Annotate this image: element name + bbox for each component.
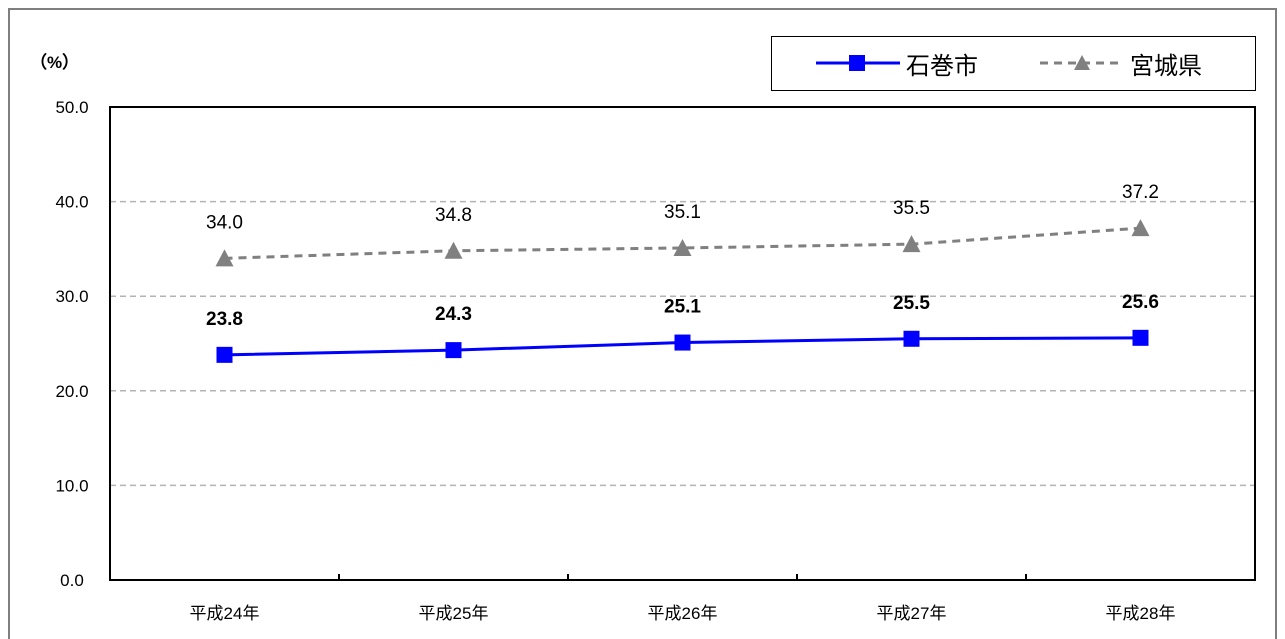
legend-marker-triangle-icon — [1040, 55, 1124, 70]
y-tick-label: 30.0 — [55, 287, 88, 306]
legend-label-series-2: 宮城県 — [1130, 51, 1202, 80]
x-tick-label: 平成25年 — [419, 604, 489, 623]
x-tick-label: 平成24年 — [190, 604, 260, 623]
y-axis-unit: （%） — [30, 53, 80, 72]
data-label: 24.3 — [435, 304, 472, 325]
data-point-square — [216, 346, 233, 363]
series-lines — [215, 219, 1150, 363]
legend-label-series-1: 石巻市 — [906, 51, 978, 80]
x-tick-label: 平成28年 — [1106, 604, 1176, 623]
data-point-square — [903, 330, 920, 347]
data-label: 34.0 — [206, 212, 243, 233]
data-labels: 23.8 24.3 25.1 25.5 25.6 34.0 34.8 35.1 35.5 37.2 — [206, 182, 1159, 330]
legend-marker-square-icon — [816, 55, 900, 71]
plot-area-border — [109, 106, 1256, 581]
y-tick-label: 20.0 — [55, 382, 88, 401]
y-tick-label: 40.0 — [55, 193, 88, 212]
data-point-triangle — [215, 249, 234, 267]
data-label: 35.1 — [664, 202, 701, 223]
data-label: 37.2 — [1122, 182, 1159, 203]
y-tick-label: 0.0 — [60, 571, 84, 590]
data-label: 23.8 — [206, 309, 243, 330]
data-point-triangle — [1131, 219, 1150, 237]
data-point-square — [445, 342, 462, 359]
data-label: 35.5 — [893, 198, 930, 219]
data-label: 25.1 — [664, 297, 701, 318]
series-line-2 — [224, 226, 1141, 260]
data-point-triangle — [673, 238, 692, 256]
data-point-square — [674, 334, 691, 351]
data-label: 25.6 — [1122, 292, 1159, 313]
legend-item-series-2: 宮城県 — [1040, 37, 1202, 89]
chart-frame — [8, 8, 1277, 639]
data-point-triangle — [444, 241, 463, 259]
data-point-triangle — [902, 235, 921, 253]
gridlines — [110, 200, 1255, 487]
legend-item-series-1: 石巻市 — [816, 37, 978, 89]
x-tick-label: 平成27年 — [877, 604, 947, 623]
x-tick-label: 平成26年 — [648, 604, 718, 623]
axes: 0.0 10.0 20.0 30.0 40.0 50.0 平成24年 平成25年 平成26年 平成… — [55, 98, 1256, 623]
legend: 石巻市 宮城県 — [771, 36, 1256, 91]
y-tick-label: 50.0 — [55, 98, 88, 117]
y-tick-label: 10.0 — [55, 476, 88, 495]
data-label: 25.5 — [893, 293, 930, 314]
data-label: 34.8 — [435, 205, 472, 226]
data-point-square — [1132, 329, 1149, 346]
